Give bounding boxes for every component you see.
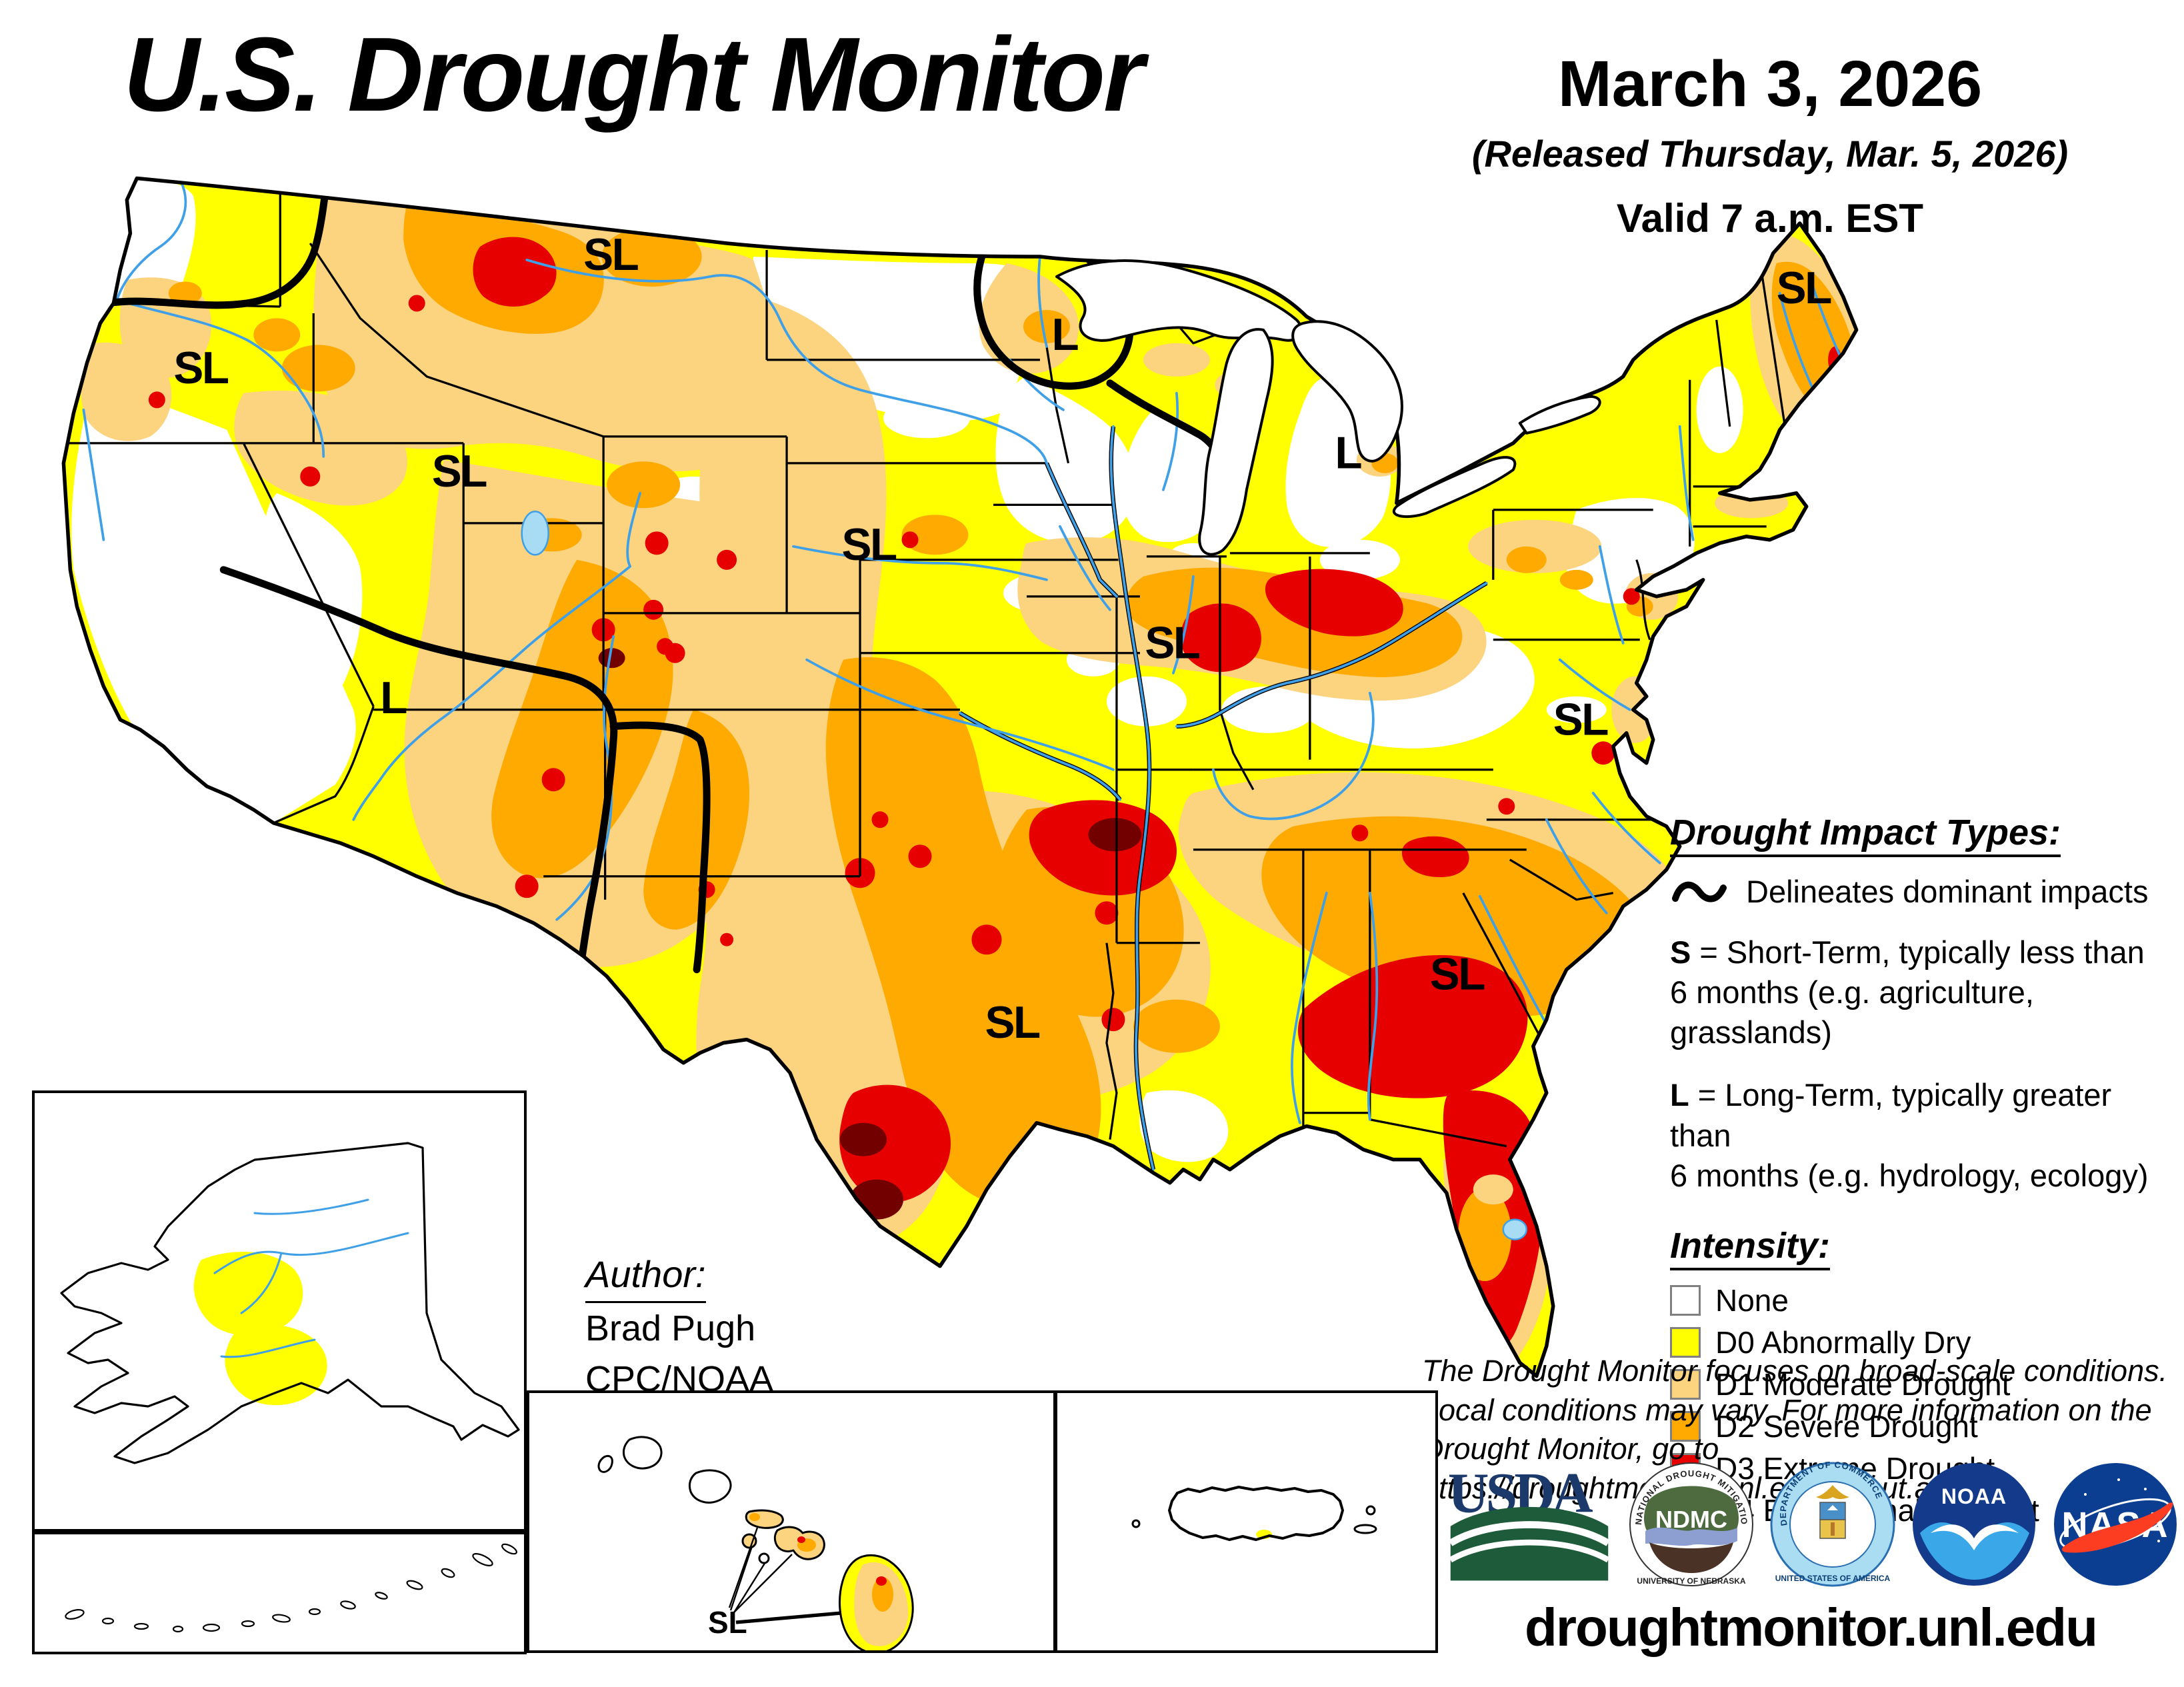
impact-types-heading: Drought Impact Types: <box>1670 812 2061 857</box>
author-heading: Author: <box>585 1248 706 1303</box>
svg-text:UNITED STATES OF AMERICA: UNITED STATES OF AMERICA <box>1775 1574 1891 1583</box>
long-term-definition: L = Long-Term, typically greater than 6 … <box>1670 1077 2149 1193</box>
page-title: U.S. Drought Monitor <box>123 16 1144 133</box>
author-block: Author: Brad Pugh CPC/NOAA <box>585 1248 773 1405</box>
tilde-line-icon <box>1672 881 1727 902</box>
delineates-row: Delineates dominant impacts <box>1670 873 2177 910</box>
intensity-row: D0 Abnormally Dry <box>1670 1324 2177 1360</box>
hawaii-inset: SL <box>527 1390 1056 1653</box>
map-impact-label: L <box>380 673 407 723</box>
aleutians-map <box>65 1543 517 1633</box>
valid-time: Valid 7 a.m. EST <box>1616 196 1924 241</box>
map-impact-label: SL <box>985 998 1041 1048</box>
author-name: Brad Pugh <box>585 1308 756 1348</box>
map-date: March 3, 2026 <box>1557 47 1983 120</box>
map-impact-label: SL <box>842 520 897 570</box>
great-lakes <box>1055 259 1601 556</box>
map-impact-label: SL <box>1553 695 1609 745</box>
intensity-row: D2 Severe Drought <box>1670 1408 2177 1444</box>
released-date: (Released Thursday, Mar. 5, 2026) <box>1471 133 2069 175</box>
puerto-rico-map <box>1131 1486 1377 1541</box>
nasa-logo: NASA <box>2054 1463 2177 1586</box>
usda-logo: USDA <box>1448 1462 1611 1581</box>
map-impact-label: SL <box>432 447 487 497</box>
map-impact-label: SL <box>1777 263 1832 313</box>
intensity-label: D0 Abnormally Dry <box>1715 1324 1971 1360</box>
intensity-swatch <box>1670 1368 1701 1400</box>
puerto-rico-inset <box>1055 1390 1438 1653</box>
map-impact-label: SL <box>173 343 229 393</box>
intensity-label: D1 Moderate Drought <box>1715 1366 2011 1402</box>
aleutians-inset <box>32 1532 527 1654</box>
intensity-label: D2 Severe Drought <box>1715 1408 1978 1444</box>
map-impact-label: L <box>1335 428 1361 478</box>
hawaii-impact-label: SL <box>708 1605 747 1640</box>
legend-panel: Drought Impact Types: Delineates dominan… <box>1670 812 2177 1528</box>
map-impact-label: L <box>1051 310 1078 360</box>
map-impact-label: SL <box>1145 618 1200 668</box>
delineates-label: Delineates dominant impacts <box>1746 874 2149 909</box>
intensity-swatch <box>1670 1326 1701 1358</box>
intensity-swatch <box>1670 1284 1701 1316</box>
alaska-map <box>60 1142 520 1464</box>
map-impact-label: SL <box>583 230 639 280</box>
alaska-inset <box>32 1090 527 1532</box>
site-url: droughtmonitor.unl.edu <box>1524 1598 2098 1657</box>
svg-text:NDMC: NDMC <box>1655 1506 1727 1533</box>
intensity-label: None <box>1715 1282 1789 1318</box>
svg-text:UNIVERSITY OF NEBRASKA: UNIVERSITY OF NEBRASKA <box>1637 1576 1745 1586</box>
intensity-row: D1 Moderate Drought <box>1670 1366 2177 1402</box>
svg-text:NOAA: NOAA <box>1941 1484 2007 1508</box>
date-block: March 3, 2026 (Released Thursday, Mar. 5… <box>1393 47 2147 241</box>
conus-outline <box>61 176 1859 1378</box>
intensity-swatch <box>1670 1410 1701 1442</box>
intensity-row: None <box>1670 1282 2177 1318</box>
hawaii-map: SL <box>597 1436 914 1650</box>
map-label-layer: SL SL SL SL SL SL SL SL SL L L L <box>173 230 1833 1048</box>
disclaimer-text: The Drought Monitor focuses on broad-sca… <box>1422 1354 2168 1505</box>
short-term-definition: S = Short-Term, typically less than 6 mo… <box>1670 934 2145 1050</box>
noaa-logo: NOAA <box>1913 1463 2035 1586</box>
commerce-seal-logo: DEPARTMENT OF COMMERCE UNITED STATES OF … <box>1770 1461 1895 1587</box>
intensity-heading: Intensity: <box>1670 1225 1831 1270</box>
map-impact-label: SL <box>1430 950 1485 1000</box>
